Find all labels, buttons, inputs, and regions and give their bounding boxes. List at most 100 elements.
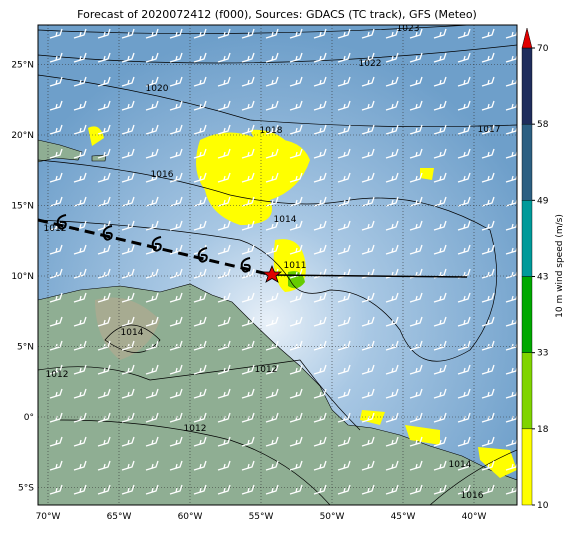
- wind-barb: [217, 484, 231, 495]
- wind-barb: [97, 316, 111, 327]
- wind-barb: [433, 148, 447, 159]
- wind-barb: [313, 316, 327, 327]
- wind-barb: [289, 148, 303, 159]
- wind-barb: [385, 460, 399, 471]
- wind-barb: [361, 484, 375, 495]
- wind-barb: [121, 52, 135, 63]
- wind-barb: [145, 316, 159, 327]
- wind-barb: [289, 76, 303, 87]
- wind-barb: [409, 124, 423, 135]
- wind-barb: [289, 340, 303, 351]
- wind-barb: [49, 388, 63, 399]
- storm-center: [261, 264, 283, 283]
- wind-barb: [193, 292, 207, 303]
- wind-barb: [313, 340, 327, 351]
- wind-barb: [457, 460, 471, 471]
- wind-barb: [265, 148, 279, 159]
- storm-symbol: [102, 225, 113, 241]
- lon-label: 55°W: [249, 512, 274, 522]
- wind-barb: [193, 412, 207, 423]
- wind-barb: [361, 52, 375, 63]
- wind-barb: [169, 388, 183, 399]
- wind-barb: [97, 172, 111, 183]
- wind-barb: [337, 316, 351, 327]
- wind-barb: [145, 268, 159, 279]
- wind-barb: [73, 52, 87, 63]
- wind-barb: [73, 76, 87, 87]
- wind-barb: [409, 316, 423, 327]
- wind-barb: [73, 412, 87, 423]
- wind-barb: [505, 317, 517, 327]
- wind-barb: [361, 316, 375, 327]
- wind-barb: [313, 148, 327, 159]
- wind-barb: [385, 340, 399, 351]
- wind-barb: [97, 52, 111, 63]
- wind-barb: [433, 460, 447, 471]
- storm-symbol: [240, 257, 251, 273]
- wind-barb: [121, 484, 135, 495]
- wind-barb: [313, 292, 327, 303]
- wind-barb: [337, 172, 351, 183]
- lat-label: 5°S: [18, 484, 34, 494]
- wind-barb: [217, 388, 231, 399]
- wind-barb: [241, 100, 255, 111]
- wind-barb: [337, 124, 351, 135]
- wind-barb: [193, 460, 207, 471]
- colorbar-tick-label: 58: [537, 120, 549, 130]
- wind-barb: [457, 148, 471, 159]
- wind-barb: [313, 460, 327, 471]
- wind-barb: [433, 172, 447, 183]
- wind-barb: [457, 292, 471, 303]
- lat-label: 15°N: [11, 202, 34, 212]
- wind-barb: [361, 388, 375, 399]
- wind-barb: [217, 268, 231, 279]
- wind-barb: [361, 28, 375, 39]
- wind-barb: [145, 364, 159, 375]
- wind-barb: [241, 340, 255, 351]
- wind-barb: [145, 172, 159, 183]
- wind-barb: [241, 196, 255, 207]
- wind-barb: [241, 412, 255, 423]
- colorbar-tick-label: 10: [537, 501, 549, 511]
- wind-barb: [121, 172, 135, 183]
- wind-barb: [385, 436, 399, 447]
- wind-barb: [481, 220, 495, 231]
- wind-barb: [121, 388, 135, 399]
- wind-barb: [121, 220, 135, 231]
- wind-barb: [121, 100, 135, 111]
- wind-barb: [97, 100, 111, 111]
- isobars: [38, 25, 517, 505]
- wind-barb: [73, 28, 87, 39]
- wind-barb: [193, 172, 207, 183]
- wind-barb: [385, 388, 399, 399]
- wind-barb: [49, 316, 63, 327]
- wind-barb: [73, 196, 87, 207]
- wind-barb: [505, 149, 517, 159]
- wind-barb: [289, 484, 303, 495]
- wind-barb: [361, 292, 375, 303]
- wind-barb: [433, 244, 447, 255]
- wind-barb: [121, 364, 135, 375]
- wind-barb: [409, 28, 423, 39]
- wind-barb: [433, 196, 447, 207]
- wind-barb: [409, 484, 423, 495]
- wind-barb: [433, 100, 447, 111]
- wind-barb: [97, 196, 111, 207]
- wind-barb: [265, 292, 279, 303]
- wind-barb: [145, 52, 159, 63]
- wind-barb: [49, 76, 63, 87]
- wind-barb: [505, 125, 517, 135]
- wind-barb: [481, 52, 495, 63]
- wind-barb: [265, 412, 279, 423]
- wind-barb: [433, 436, 447, 447]
- wind-barb: [265, 484, 279, 495]
- wind-barb: [193, 28, 207, 39]
- wind-barb: [217, 316, 231, 327]
- wind-barb: [217, 100, 231, 111]
- wind-barb: [49, 124, 63, 135]
- wind-barb: [265, 124, 279, 135]
- wind-barb: [265, 364, 279, 375]
- wind-barb: [97, 460, 111, 471]
- track-past: [271, 274, 468, 278]
- wind-barb: [193, 148, 207, 159]
